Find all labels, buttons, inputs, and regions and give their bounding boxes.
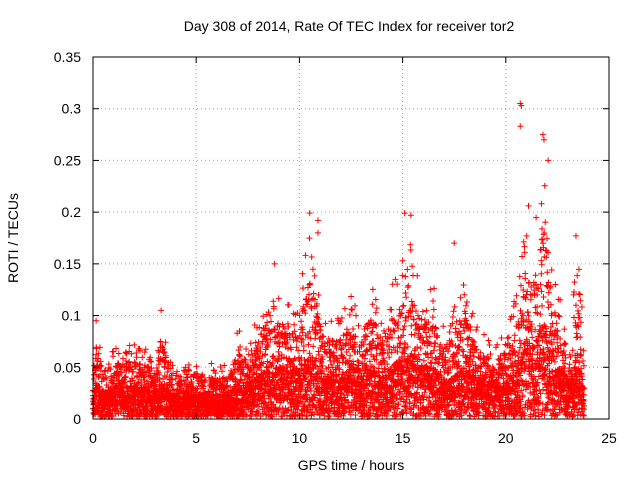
data-point [98, 362, 105, 369]
data-point [96, 383, 103, 390]
data-point [95, 350, 102, 357]
data-point [115, 350, 122, 357]
data-point [160, 376, 167, 383]
data-point [129, 377, 136, 384]
data-point [148, 358, 155, 365]
data-point [93, 345, 100, 352]
data-point [141, 349, 148, 356]
data-point [132, 363, 139, 370]
data-point [131, 341, 138, 348]
data-point [137, 347, 144, 354]
data-point [116, 372, 123, 379]
data-point [139, 354, 146, 361]
data-point [155, 361, 162, 368]
data-point [128, 350, 135, 357]
data-point [137, 361, 144, 368]
data-point [94, 355, 101, 362]
data-point [147, 354, 154, 361]
data-point [142, 346, 149, 353]
data-point [96, 373, 103, 380]
data-point [96, 344, 103, 351]
data-point [119, 355, 126, 362]
data-point [107, 366, 114, 373]
data-point [153, 364, 160, 371]
data-point [156, 375, 163, 382]
data-point [144, 364, 151, 371]
grid [93, 57, 609, 419]
data-point [117, 408, 124, 415]
data-point [95, 374, 102, 381]
data-point [126, 342, 133, 349]
data-point [121, 379, 128, 386]
data-point [160, 345, 167, 352]
data-point [148, 365, 155, 372]
data-point [126, 358, 133, 365]
data-point [113, 345, 120, 352]
data-point [155, 347, 162, 354]
data-point [122, 373, 129, 380]
data-point [101, 375, 108, 382]
data-point [103, 374, 110, 381]
data-point [110, 348, 117, 355]
data-marks [90, 100, 588, 420]
data-point [145, 364, 152, 371]
data-point [120, 412, 127, 419]
data-point [118, 369, 125, 376]
data-point [97, 358, 104, 365]
data-point [130, 368, 137, 375]
data-point [138, 379, 145, 386]
data-point [133, 354, 140, 361]
data-point [158, 381, 165, 388]
data-point [127, 362, 134, 369]
data-point [109, 412, 116, 419]
